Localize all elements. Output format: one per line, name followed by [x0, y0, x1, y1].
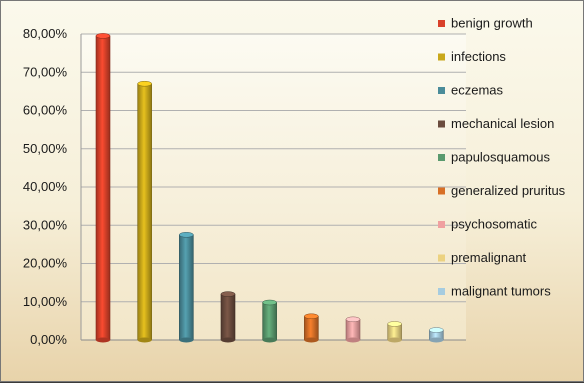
legend-swatch [438, 254, 445, 262]
bar-infections [137, 80, 152, 343]
legend-label: eczemas [451, 83, 504, 98]
bar-generalized-pruritus [304, 313, 319, 343]
legend-swatch [438, 87, 445, 94]
bar-premalignant [387, 321, 402, 343]
bar-malignant-tumors [429, 327, 444, 343]
bar-base [429, 337, 444, 343]
legend-label: premalignant [451, 250, 527, 265]
y-tick-label: 20,00% [23, 256, 68, 271]
bar-base [96, 337, 110, 343]
legend-swatch [438, 154, 445, 161]
bar [137, 83, 152, 341]
legend-item: premalignant [438, 250, 527, 265]
legend-item: infections [438, 49, 506, 64]
bar [179, 234, 194, 341]
bar-top [387, 321, 402, 327]
bar-eczemas [179, 232, 194, 343]
legend-item: papulosquamous [438, 150, 551, 165]
y-tick-label: 30,00% [23, 217, 68, 232]
bar-psychosomatic [345, 316, 361, 343]
legend-item: mechanical lesion [438, 116, 554, 131]
y-tick-label: 0,00% [30, 332, 67, 347]
legend-label: psychosomatic [451, 217, 537, 232]
legend-item: malignant tumors [438, 284, 551, 299]
y-axis: 0,00% 10,00% 20,00% 30,00% 40,00% 50,00% 60,00… [23, 26, 82, 347]
bar [262, 302, 277, 341]
legend-item: benign growth [438, 16, 533, 31]
bar-benign-growth [95, 33, 111, 343]
legend-swatch [438, 288, 445, 295]
bar [220, 293, 236, 341]
bar [304, 315, 319, 341]
y-tick-label: 50,00% [23, 141, 68, 156]
bar-top [220, 291, 236, 297]
bar-base [346, 337, 360, 343]
y-tick-label: 60,00% [23, 103, 68, 118]
legend-label: malignant tumors [451, 284, 551, 299]
bar-base [137, 337, 152, 343]
legend-swatch [438, 120, 445, 128]
y-tick-label: 80,00% [23, 26, 68, 41]
legend-label: infections [451, 49, 506, 64]
bar-base [304, 337, 319, 343]
bars [95, 33, 444, 343]
bar-top [137, 80, 152, 87]
bar-top [262, 299, 277, 306]
bar-top [304, 313, 319, 320]
legend-swatch [438, 221, 445, 228]
legend-item: eczemas [438, 83, 504, 98]
y-tick-label: 70,00% [23, 64, 68, 79]
legend-label: papulosquamous [451, 150, 551, 165]
bar-base [387, 337, 402, 343]
legend-swatch [438, 53, 445, 61]
bar-base [262, 337, 277, 343]
legend-label: generalized pruritus [451, 183, 566, 198]
bar-base [179, 337, 194, 343]
bar-papulosquamous [262, 299, 277, 343]
y-tick-label: 10,00% [23, 294, 68, 309]
bar [345, 319, 361, 341]
bar-top [429, 327, 444, 333]
bar [95, 35, 111, 341]
bar-mechanical-lesion [220, 291, 236, 343]
legend-swatch [438, 187, 445, 195]
legend-label: mechanical lesion [451, 116, 554, 131]
bar-base [221, 337, 235, 343]
legend-label: benign growth [451, 16, 533, 31]
y-tick-label: 40,00% [23, 179, 68, 194]
legend-swatch [438, 20, 445, 27]
legend-item: generalized pruritus [438, 183, 566, 198]
legend: benign growth infections eczemas mechanical… [438, 16, 566, 299]
legend-item: psychosomatic [438, 217, 537, 232]
bar-top [345, 316, 361, 323]
bar-top [179, 232, 194, 238]
bar-top [95, 33, 111, 39]
